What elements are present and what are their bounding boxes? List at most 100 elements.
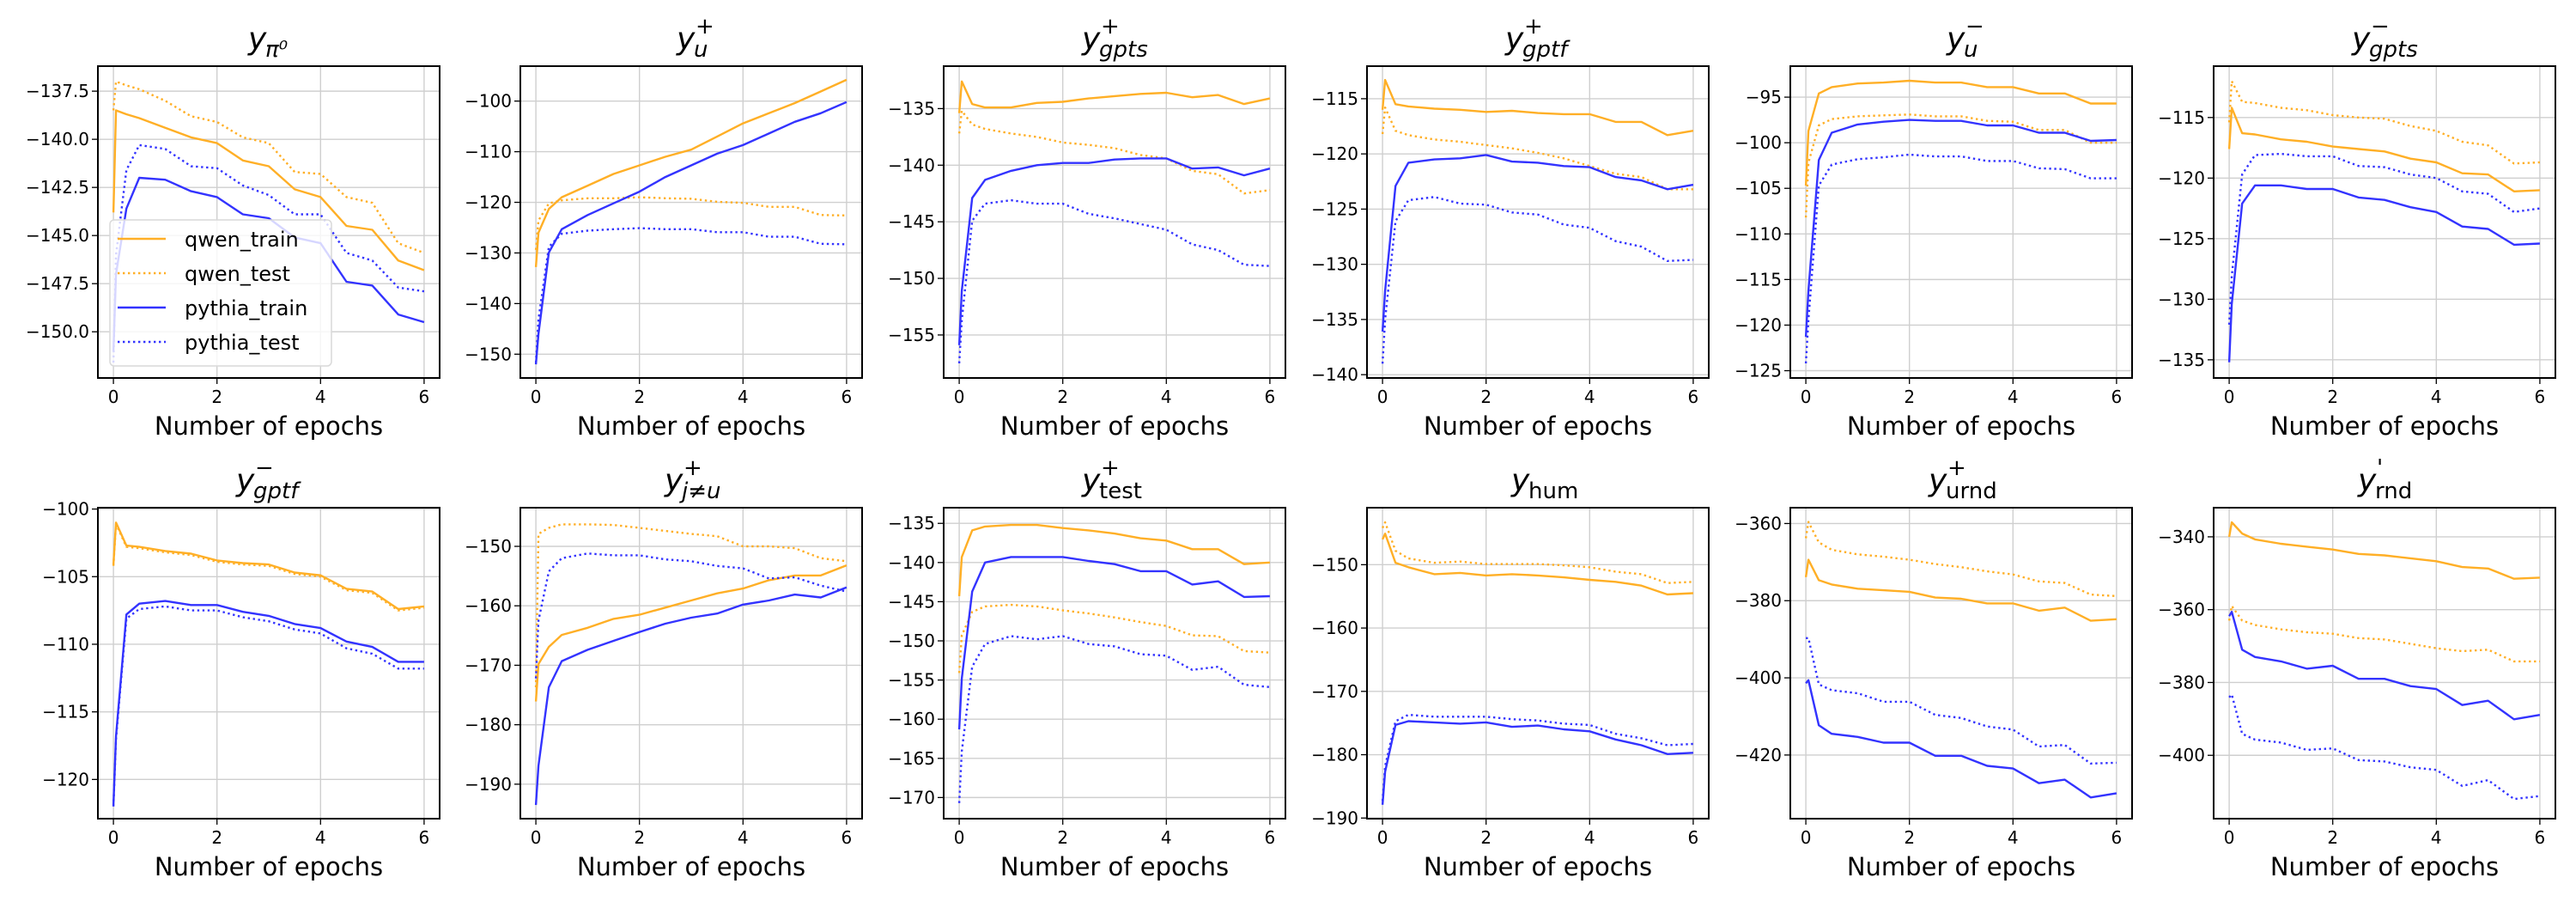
y-tick-label: −380: [1735, 590, 1782, 611]
series-line-pythia_test: [112, 143, 425, 363]
series-line-pythia_test: [1381, 713, 1693, 801]
subplot-title-subscript: hum: [1528, 478, 1578, 504]
subplot-title-superscript: −: [2371, 14, 2390, 40]
series-line-pythia_test: [1804, 153, 2117, 364]
subplot-title-superscript: −: [255, 455, 274, 481]
axes-frame: [1789, 65, 2133, 379]
axes-frame: [97, 65, 440, 379]
y-tick-label: −110: [42, 634, 89, 655]
y-tick-label: −140: [888, 155, 935, 175]
series-line-pythia_test: [1806, 637, 2117, 765]
y-tick-label: −110: [1735, 223, 1782, 244]
y-tick-label: −145: [888, 211, 935, 232]
x-axis-label: Number of epochs: [155, 852, 383, 881]
subplot-title-subscript: j≠u: [679, 478, 721, 504]
y-tick-label: −135: [888, 513, 935, 533]
series-line-pythia_train: [1805, 679, 2117, 799]
x-tick-label: 4: [1161, 387, 1172, 407]
y-tick-label: −140.0: [26, 129, 89, 149]
subplot-title-subscript: urnd: [1946, 478, 1997, 504]
x-tick-label: 2: [1057, 827, 1068, 848]
series-line-qwen_train: [2227, 107, 2540, 193]
y-tick-label: −190: [465, 774, 512, 795]
y-tick-label: −145: [888, 591, 935, 612]
x-axis-label: Number of epochs: [1424, 411, 1652, 441]
axes-frame: [2213, 507, 2556, 820]
x-tick-label: 6: [1688, 827, 1699, 848]
subplot-title-subscript: gptf: [1522, 37, 1571, 63]
x-axis-label: Number of epochs: [1847, 852, 2075, 881]
x-tick-label: 4: [738, 827, 749, 848]
subplot-1: 0 2 4 6 −150.0 −147.5 −145.0 −142.5 −140.0 −137.5…: [26, 21, 440, 441]
series-line-pythia_test: [534, 552, 848, 679]
x-tick-label: 4: [1584, 387, 1595, 407]
y-tick-label: −360: [1735, 513, 1782, 533]
x-tick-label: 2: [211, 827, 222, 848]
x-tick-label: 6: [1265, 827, 1276, 848]
y-tick-label: −140: [465, 293, 512, 314]
subplot-title-base: y: [1081, 21, 1101, 57]
subplot-title-base: y: [247, 21, 267, 57]
axes-frame: [1366, 65, 1710, 379]
y-tick-label: −190: [1311, 808, 1358, 828]
subplot-6: 0 2 4 6 −135 −130 −125 −120 −115 Number of epochs…: [2158, 14, 2556, 441]
x-tick-label: 6: [2535, 827, 2546, 848]
series-line-pythia_train: [957, 157, 1271, 345]
subplot-title-subscript: rnd: [2375, 478, 2412, 504]
subplot-title-base: y: [2357, 463, 2377, 498]
subplot-title-superscript: +: [696, 14, 714, 40]
series-line-pythia_train: [112, 600, 424, 806]
y-tick-label: −360: [2158, 600, 2205, 620]
series-line-qwen_train: [1381, 78, 1694, 137]
axes-frame: [1366, 507, 1710, 820]
y-tick-label: −140: [888, 552, 935, 573]
subplot-title-base: y: [1928, 463, 1947, 498]
series-line-pythia_train: [2227, 184, 2540, 363]
subplot-3: 0 2 4 6 −155 −150 −145 −140 −135 Number of epochs…: [888, 14, 1286, 441]
series-line-qwen_test: [112, 522, 425, 612]
legend-label: qwen_test: [185, 262, 290, 286]
y-tick-label: −100: [1735, 132, 1782, 153]
subplot-8: 0 2 4 6 −190 −180 −170 −160 −150 Number of epochs…: [465, 455, 863, 881]
y-tick-label: −125: [1311, 198, 1358, 219]
axes-frame: [519, 65, 863, 379]
y-tick-label: −110: [465, 142, 512, 162]
x-tick-label: 6: [2535, 387, 2546, 407]
series-line-qwen_train: [957, 523, 1270, 597]
series-line-pythia_test: [2228, 693, 2541, 801]
axes-frame: [519, 507, 863, 820]
y-tick-label: −120: [1311, 143, 1358, 164]
y-tick-label: −115: [1311, 88, 1358, 109]
y-tick-label: −115: [42, 702, 89, 722]
subplot-title-superscript: +: [1524, 14, 1543, 40]
x-tick-label: 4: [1161, 827, 1172, 848]
x-tick-label: 4: [2008, 387, 2019, 407]
x-tick-label: 4: [738, 387, 749, 407]
y-tick-label: −170: [888, 787, 935, 808]
x-tick-label: 0: [954, 387, 965, 407]
y-tick-label: −150: [465, 344, 512, 364]
x-tick-label: 6: [1265, 387, 1276, 407]
y-tick-label: −145.0: [26, 225, 89, 246]
series-line-qwen_train: [534, 78, 848, 267]
x-axis-label: Number of epochs: [577, 852, 805, 881]
series-line-qwen_test: [957, 109, 1271, 195]
subplot-title-subscript: u: [694, 37, 708, 63]
axes-frame: [1789, 507, 2133, 820]
y-tick-label: −150: [1311, 554, 1358, 575]
series-line-qwen_test: [2227, 80, 2540, 165]
y-tick-label: −160: [1311, 618, 1358, 638]
series-line-pythia_train: [534, 586, 848, 806]
series-line-qwen_test: [2227, 605, 2540, 663]
legend: qwen_train qwen_test pythia_train pythia_te…: [109, 219, 332, 367]
legend-label: pythia_test: [185, 331, 300, 355]
axes-frame: [943, 507, 1286, 820]
y-tick-label: −95: [1746, 87, 1782, 107]
y-tick-label: −150: [888, 268, 935, 289]
subplot-title-base: y: [1504, 21, 1524, 57]
series-line-pythia_test: [957, 198, 1270, 363]
subplot-title-subscript: gptf: [253, 478, 301, 504]
x-axis-label: Number of epochs: [577, 411, 805, 441]
y-tick-label: −100: [42, 499, 89, 520]
x-tick-label: 2: [211, 387, 222, 407]
